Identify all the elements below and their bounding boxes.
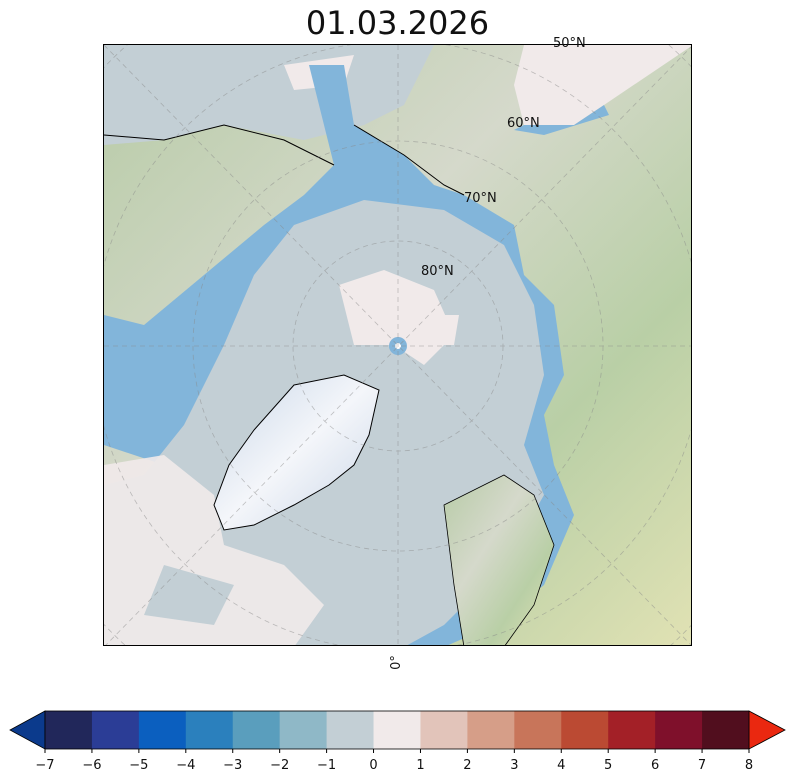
colorbar-tick-label: 3 [510, 758, 519, 773]
colorbar-segment [373, 711, 421, 749]
okhotsk-ocean [514, 105, 609, 135]
colorbar-segment [420, 711, 468, 749]
lat-label-70: 70°N [464, 191, 497, 206]
graticule [104, 45, 691, 645]
colorbar-segment [514, 711, 562, 749]
ice-patch [144, 565, 234, 625]
coastline [104, 124, 335, 166]
colorbar-tick-label: −6 [82, 758, 102, 773]
colorbar-tick-label: 5 [604, 758, 613, 773]
colorbar-tick-label: 2 [463, 758, 472, 773]
colorbar-tick-label: −3 [223, 758, 243, 773]
colorbar-under-arrow [9, 710, 46, 750]
colorbar-tick-label: 4 [557, 758, 566, 773]
lat-label-80: 80°N [421, 264, 454, 279]
scandinavia [443, 474, 555, 645]
colorbar-tick-label: −5 [129, 758, 149, 773]
colorbar [9, 710, 786, 753]
colorbar-segment [279, 711, 328, 749]
colorbar-segment [608, 711, 656, 749]
map-canvas [104, 45, 691, 645]
colorbar-segment [326, 711, 375, 749]
map-panel [103, 44, 692, 646]
colorbar-segment [467, 711, 515, 749]
colorbar-tick-label: 0 [369, 758, 378, 773]
okhotsk-ice [514, 45, 691, 125]
colorbar-segment [45, 711, 93, 749]
colorbar-tick-label: 7 [697, 758, 707, 773]
ice-patch [429, 315, 459, 345]
greenland [213, 374, 380, 531]
colorbar-segment [185, 711, 234, 749]
coastline [353, 124, 465, 196]
colorbar-tick-label: −2 [270, 758, 290, 773]
colorbar-frame [44, 710, 750, 750]
colorbar-tick-label: −1 [317, 758, 337, 773]
colorbar-tick-label: 8 [744, 758, 754, 773]
lon-label-0: 0° [388, 655, 404, 670]
lat-label-50: 50°N [553, 36, 586, 51]
colorbar-segment [655, 711, 703, 749]
colorbar-tick-label: −4 [176, 758, 196, 773]
colorbar-over-arrow [748, 710, 786, 750]
colorbar-segment [561, 711, 609, 749]
colorbar-segment [232, 711, 281, 749]
colorbar-tick-label: −7 [35, 758, 55, 773]
map-title: 01.03.2026 [305, 4, 490, 42]
colorbar-tick-label: 6 [650, 758, 660, 773]
lat-label-60: 60°N [507, 116, 540, 131]
colorbar-segment [702, 711, 750, 749]
colorbar-segment [91, 711, 140, 749]
colorbar-tick-label: 1 [416, 758, 425, 773]
colorbar-segment [138, 711, 187, 749]
ice-patch [339, 270, 454, 365]
